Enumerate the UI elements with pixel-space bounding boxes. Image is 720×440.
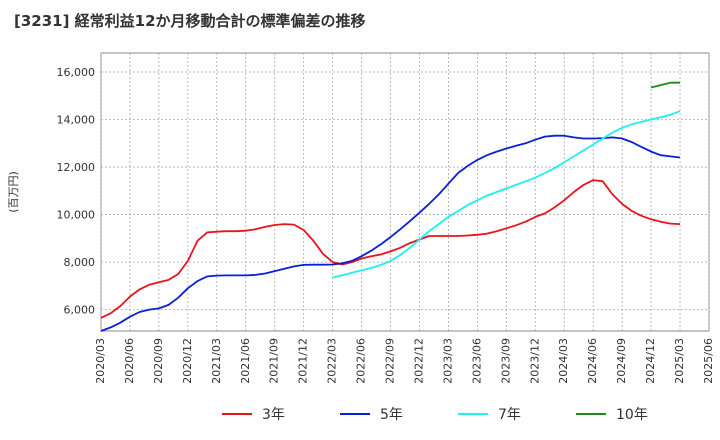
plot-frame — [100, 52, 710, 332]
x-tick-label: 2020/09 — [152, 338, 165, 384]
x-tick-label: 2022/03 — [326, 338, 339, 384]
y-tick-label: 16,000 — [57, 66, 96, 79]
series-layer — [100, 81, 681, 332]
axis-layer: 2020/03 2020/06 2020/09 2020/12 2021/03 2021/… — [7, 66, 715, 384]
y-tick-label: 10,000 — [57, 209, 96, 222]
x-tick-label: 2025/06 — [702, 338, 715, 384]
series-line-7年 — [332, 110, 681, 279]
x-tick-label: 2023/03 — [441, 338, 454, 384]
x-tick-label: 2023/12 — [528, 338, 541, 384]
legend-label-3年: 3年 — [262, 407, 285, 423]
y-axis-label: (百万円) — [7, 171, 20, 213]
x-tick-label: 2022/06 — [355, 338, 368, 384]
series-line-5年 — [100, 134, 681, 332]
x-tick-label: 2022/12 — [412, 338, 425, 384]
y-tick-label: 14,000 — [57, 114, 96, 127]
legend-label-10年: 10年 — [616, 407, 648, 423]
series-line-10年 — [650, 81, 680, 89]
y-tick-label: 6,000 — [64, 304, 96, 317]
x-tick-label: 2020/06 — [123, 338, 136, 384]
x-tick-label: 2021/09 — [268, 338, 281, 384]
x-tick-label: 2024/03 — [557, 338, 570, 384]
x-tick-label: 2023/09 — [499, 338, 512, 384]
x-tick-label: 2020/12 — [181, 338, 194, 384]
x-tick-label: 2025/03 — [673, 338, 686, 384]
y-tick-label: 8,000 — [64, 256, 96, 269]
x-tick-label: 2022/09 — [384, 338, 397, 384]
x-tick-label: 2024/06 — [586, 338, 599, 384]
legend-label-5年: 5年 — [380, 407, 403, 423]
x-tick-label: 2021/06 — [239, 338, 252, 384]
x-tick-label: 2024/09 — [615, 338, 628, 384]
y-tick-label: 12,000 — [57, 161, 96, 174]
series-line-3年 — [100, 179, 681, 319]
x-tick-label: 2023/06 — [470, 338, 483, 384]
grid-layer — [100, 52, 710, 332]
chart-title: [3231] 経常利益12か月移動合計の標準偏差の推移 — [14, 12, 366, 30]
x-tick-label: 2021/12 — [297, 338, 310, 384]
x-tick-label: 2020/03 — [94, 338, 107, 384]
legend-layer: 3年 5年 7年 10年 — [222, 407, 648, 423]
legend-label-7年: 7年 — [498, 407, 521, 423]
x-tick-label: 2021/03 — [210, 338, 223, 384]
x-tick-label: 2024/12 — [644, 338, 657, 384]
